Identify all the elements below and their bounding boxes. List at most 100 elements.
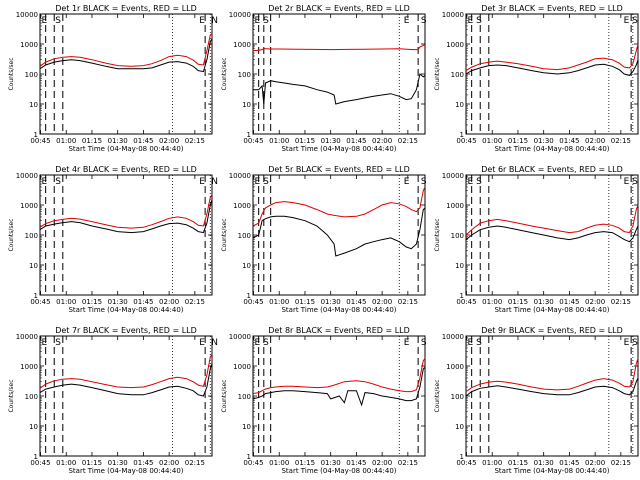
lld-series-line <box>465 204 639 236</box>
flag-label: E <box>468 338 474 348</box>
y-axis-label: Counts/sec <box>8 218 15 251</box>
flag-label: N <box>211 16 218 26</box>
plot-frame <box>39 13 213 135</box>
y-tick-label: 10000 <box>442 333 464 341</box>
y-tick-label: 1000 <box>446 202 464 210</box>
y-tick-label: 10000 <box>16 11 38 19</box>
y-tick-label: 1000 <box>233 202 251 210</box>
flag-label: E <box>42 16 48 26</box>
lld-series-line <box>252 186 426 227</box>
chart-panel: Det 2r BLACK = Events, RED = LLD 1 10 100 10… <box>221 4 427 153</box>
x-tick-label: 02:00 <box>159 137 179 145</box>
lld-series-line <box>252 358 426 395</box>
y-axis-label: Counts/sec <box>434 57 441 90</box>
x-tick-label: 01:45 <box>559 298 579 306</box>
x-tick-label: 01:15 <box>508 137 528 145</box>
flag-label: E <box>624 177 630 187</box>
lld-series-line <box>39 353 213 389</box>
events-series-line <box>465 377 639 397</box>
y-tick-label: 1 <box>34 292 38 300</box>
flag-label: S <box>263 177 269 187</box>
flag-label: E <box>468 16 474 26</box>
y-tick-label: 1000 <box>20 363 38 371</box>
x-tick-label: 00:45 <box>243 459 263 467</box>
flag-label: S <box>476 177 482 187</box>
x-tick-label: 00:45 <box>30 459 50 467</box>
x-tick-label: 01:45 <box>346 298 366 306</box>
flag-label: E <box>255 177 261 187</box>
flag-label: E <box>624 16 630 26</box>
x-tick-label: 00:45 <box>243 137 263 145</box>
y-tick-label: 100 <box>451 232 464 240</box>
x-tick-label: 01:45 <box>133 298 153 306</box>
events-series-line <box>39 38 213 73</box>
flag-label: S <box>421 177 427 187</box>
y-tick-label: 1000 <box>20 41 38 49</box>
plot-frame <box>465 335 639 457</box>
lld-series-line <box>39 33 213 67</box>
x-tick-label: 01:45 <box>559 459 579 467</box>
x-tick-label: 02:15 <box>398 137 418 145</box>
y-tick-label: 1000 <box>233 41 251 49</box>
flag-label: E <box>255 16 261 26</box>
y-axis-label: Counts/sec <box>434 379 441 412</box>
x-tick-label: 02:15 <box>398 298 418 306</box>
x-tick-label: 02:00 <box>159 459 179 467</box>
x-tick-label: 02:00 <box>372 137 392 145</box>
y-tick-label: 1 <box>247 131 251 139</box>
x-tick-label: 00:45 <box>30 137 50 145</box>
y-tick-label: 100 <box>25 232 38 240</box>
chart-panel: Det 7r BLACK = Events, RED = LLD 1 10 100 10… <box>8 326 218 475</box>
x-tick-label: 02:15 <box>398 459 418 467</box>
y-tick-label: 10000 <box>442 172 464 180</box>
events-series-line <box>252 367 426 407</box>
panel-title: Det 3r BLACK = Events, RED = LLD <box>481 4 623 13</box>
x-tick-label: 01:00 <box>269 459 289 467</box>
y-tick-label: 1 <box>247 453 251 461</box>
x-axis-label: Start Time (04-May-08 00:44:40) <box>68 467 183 475</box>
chart-panel: Det 6r BLACK = Events, RED = LLD 1 10 100 10… <box>434 165 639 314</box>
events-series-line <box>39 199 213 234</box>
y-tick-label: 10 <box>29 101 38 109</box>
y-tick-label: 100 <box>25 71 38 79</box>
events-series-line <box>253 73 426 105</box>
flag-label: S <box>263 338 269 348</box>
chart-panel: Det 9r BLACK = Events, RED = LLD 1 10 100 10… <box>434 326 639 475</box>
flag-label: E <box>404 177 410 187</box>
x-tick-label: 01:15 <box>82 459 102 467</box>
panel-title: Det 9r BLACK = Events, RED = LLD <box>481 326 623 335</box>
flag-label: S <box>421 338 427 348</box>
x-tick-label: 02:00 <box>585 459 605 467</box>
chart-panel: Det 5r BLACK = Events, RED = LLD 1 10 100 10… <box>221 165 427 314</box>
x-tick-label: 01:30 <box>108 459 128 467</box>
panel-title: Det 4r BLACK = Events, RED = LLD <box>55 165 197 174</box>
x-tick-label: 02:00 <box>372 459 392 467</box>
y-tick-label: 1 <box>34 453 38 461</box>
flag-label: E <box>404 338 410 348</box>
flag-label: N <box>211 338 218 348</box>
x-tick-label: 01:45 <box>133 137 153 145</box>
y-tick-label: 1000 <box>446 41 464 49</box>
x-tick-label: 01:30 <box>108 298 128 306</box>
x-axis-label: Start Time (04-May-08 00:44:40) <box>281 467 396 475</box>
x-tick-label: 01:15 <box>295 459 315 467</box>
y-tick-label: 10 <box>242 423 251 431</box>
chart-panel: Det 8r BLACK = Events, RED = LLD 1 10 100 10… <box>221 326 427 475</box>
plot-frame <box>39 335 213 457</box>
x-axis-label: Start Time (04-May-08 00:44:40) <box>494 306 609 314</box>
x-tick-label: 01:15 <box>508 459 528 467</box>
x-tick-label: 00:45 <box>243 298 263 306</box>
y-tick-label: 1 <box>247 292 251 300</box>
x-tick-label: 01:45 <box>346 459 366 467</box>
y-axis-label: Counts/sec <box>221 379 228 412</box>
x-tick-label: 01:00 <box>56 459 76 467</box>
x-tick-label: 01:45 <box>346 137 366 145</box>
lld-series-line <box>465 43 639 72</box>
flag-label: S <box>55 338 61 348</box>
y-tick-label: 100 <box>238 393 251 401</box>
x-tick-label: 01:00 <box>269 137 289 145</box>
y-tick-label: 10 <box>242 262 251 270</box>
x-tick-label: 01:45 <box>559 137 579 145</box>
x-tick-label: 02:00 <box>585 137 605 145</box>
